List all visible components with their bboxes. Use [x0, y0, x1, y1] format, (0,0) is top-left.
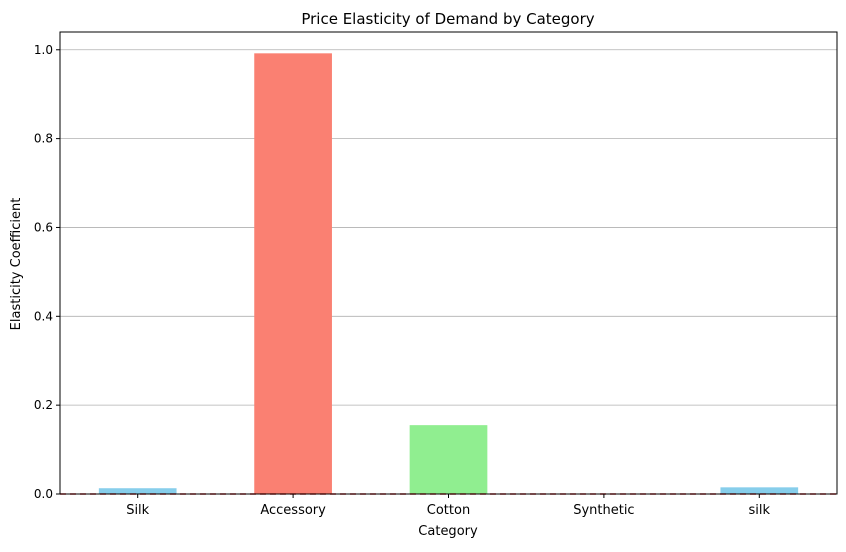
bar-accessory — [254, 53, 332, 494]
y-tick-label: 1.0 — [34, 43, 53, 57]
y-axis-ticks: 0.0 0.2 0.4 0.6 0.8 1.0 — [34, 43, 60, 501]
y-tick-label: 0.0 — [34, 487, 53, 501]
y-tick-label: 0.2 — [34, 398, 53, 412]
bar-silk — [720, 487, 798, 494]
y-axis-label: Elasticity Coefficient — [9, 198, 24, 331]
bars — [99, 53, 798, 494]
bar-silk — [99, 488, 177, 494]
x-axis-ticks: Silk Accessory Cotton Synthetic silk — [126, 494, 770, 518]
y-tick-label: 0.4 — [34, 309, 53, 323]
x-tick-label: Accessory — [260, 503, 326, 518]
plot-frame — [60, 32, 837, 494]
bar-cotton — [410, 425, 488, 494]
x-tick-label: silk — [749, 503, 771, 518]
x-tick-label: Silk — [126, 503, 149, 518]
y-tick-label: 0.6 — [34, 220, 53, 234]
x-tick-label: Cotton — [427, 503, 470, 518]
y-tick-label: 0.8 — [34, 132, 53, 146]
chart-title: Price Elasticity of Demand by Category — [301, 10, 594, 28]
x-tick-label: Synthetic — [573, 503, 634, 518]
x-axis-label: Category — [418, 524, 478, 539]
